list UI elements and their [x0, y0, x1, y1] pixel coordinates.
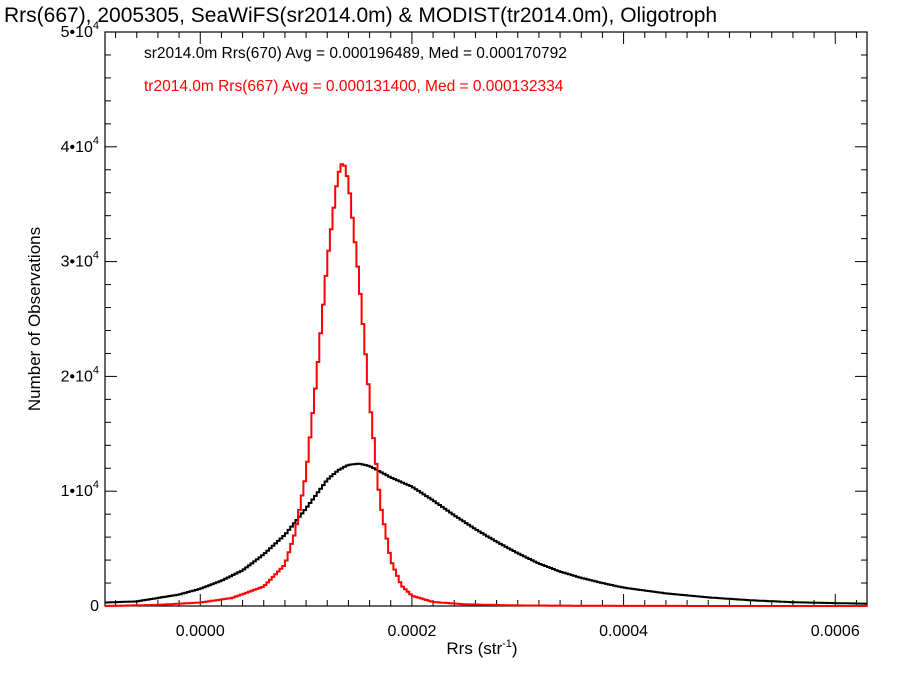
- x-axis: 0.0000 0.0002 0.0004 0.0006: [115, 32, 860, 640]
- x-tick-label: 0.0004: [599, 623, 648, 640]
- series-line-tr2014: [105, 163, 867, 607]
- y-tick-label: 5•104: [61, 20, 99, 41]
- y-tick-label: 3•104: [61, 250, 99, 271]
- x-axis-label: Rrs (str-1): [446, 638, 517, 658]
- series-line-sr2014: [105, 462, 867, 605]
- legend-entry-sr2014: sr2014.0m Rrs(670) Avg = 0.000196489, Me…: [144, 45, 567, 62]
- y-tick-label: 1•104: [61, 479, 99, 500]
- y-tick-label: 4•104: [61, 135, 99, 156]
- x-tick-label: 0.0000: [176, 623, 225, 640]
- data-series: [105, 163, 867, 607]
- y-tick-label: 2•104: [61, 364, 99, 385]
- plot-frame: [104, 31, 868, 607]
- chart-title: Rrs(667), 2005305, SeaWiFS(sr2014.0m) & …: [4, 4, 717, 27]
- x-tick-label: 0.0002: [387, 623, 436, 640]
- y-axis-label: Number of Observations: [25, 227, 44, 411]
- y-tick-label: 0: [90, 598, 99, 615]
- y-axis: 0 1•104 2•104 3•104 4•104 5•104: [61, 20, 867, 615]
- x-tick-label: 0.0006: [811, 623, 860, 640]
- legend-entry-tr2014: tr2014.0m Rrs(667) Avg = 0.000131400, Me…: [144, 78, 564, 95]
